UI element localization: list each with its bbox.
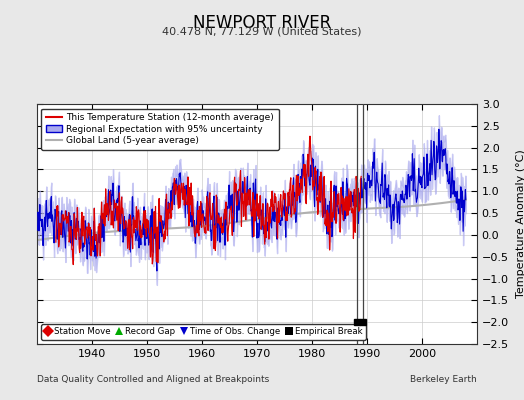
Text: Data Quality Controlled and Aligned at Breakpoints: Data Quality Controlled and Aligned at B… [37, 375, 269, 384]
Text: 40.478 N, 77.129 W (United States): 40.478 N, 77.129 W (United States) [162, 26, 362, 36]
Legend: Station Move, Record Gap, Time of Obs. Change, Empirical Break: Station Move, Record Gap, Time of Obs. C… [41, 324, 366, 340]
Y-axis label: Temperature Anomaly (°C): Temperature Anomaly (°C) [516, 150, 524, 298]
Text: NEWPORT RIVER: NEWPORT RIVER [193, 14, 331, 32]
Text: Berkeley Earth: Berkeley Earth [410, 375, 477, 384]
